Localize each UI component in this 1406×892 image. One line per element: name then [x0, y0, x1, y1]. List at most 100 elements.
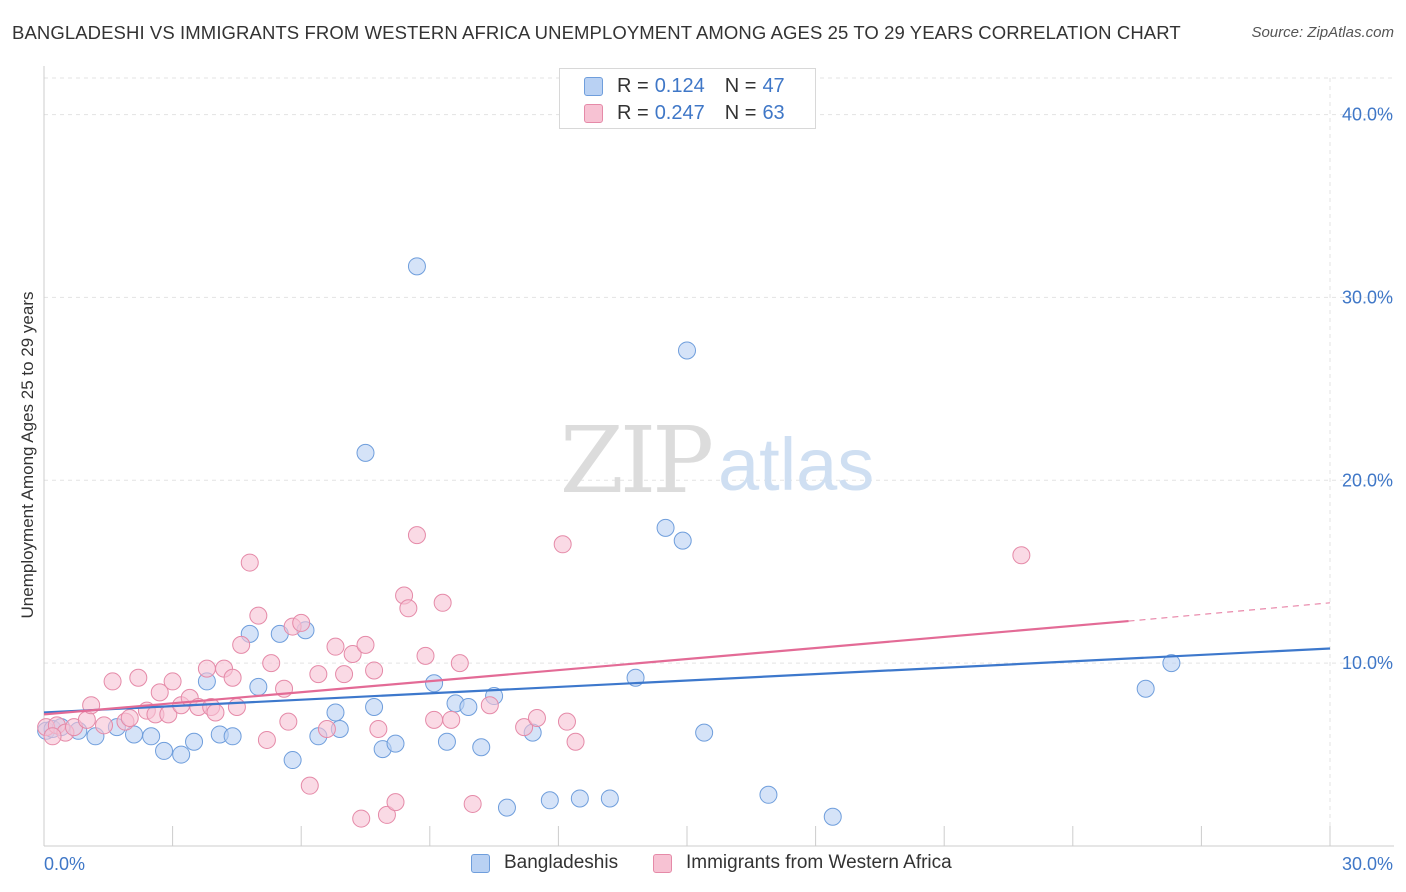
western-africa-point: [240, 553, 259, 572]
bangladeshi-point: [437, 732, 456, 751]
western-africa-point: [433, 593, 452, 612]
bangladeshi-trend-line: [43, 647, 1331, 714]
y-tick-label: 30.0%: [1342, 287, 1393, 307]
western-africa-point: [292, 613, 311, 632]
bangladeshi-point: [1136, 679, 1155, 698]
bangladeshi-point: [673, 531, 692, 550]
bangladeshi-point: [407, 257, 426, 276]
western-africa-point: [262, 654, 281, 673]
western-africa-point: [317, 719, 336, 738]
watermark: ZIP atlas: [560, 407, 874, 514]
legend-swatch-blue: [471, 853, 490, 873]
western-africa-point: [120, 709, 139, 727]
bangladeshi-point: [459, 698, 478, 717]
y-axis-label: Unemployment Among Ages 25 to 29 years: [18, 291, 37, 619]
x-tick-label: 30.0%: [1342, 854, 1393, 874]
bangladeshi-point: [656, 518, 675, 537]
legend-r-value: 0.247: [654, 101, 705, 124]
bangladeshi-point: [249, 677, 268, 696]
western-africa-point: [352, 809, 371, 828]
bangladeshi-point: [472, 738, 491, 757]
data-points: [37, 257, 1181, 828]
tick-labels: 10.0% 20.0% 30.0% 40.0% 0.0% 30.0%: [44, 105, 1393, 874]
western-africa-point: [480, 696, 499, 715]
western-africa-point: [150, 683, 169, 702]
bangladeshi-point: [540, 791, 559, 810]
western-africa-point: [356, 635, 375, 654]
western-africa-point: [386, 793, 405, 812]
bangladeshi-point: [283, 751, 302, 770]
western-africa-point: [206, 703, 225, 722]
western-africa-trend-extension: [1128, 602, 1331, 622]
western-africa-point: [416, 646, 435, 665]
western-africa-point: [227, 698, 246, 717]
legend-swatch-pink: [584, 103, 603, 123]
bangladeshi-point: [425, 674, 444, 693]
western-africa-point: [95, 716, 114, 735]
bangladeshi-point: [1162, 654, 1181, 673]
legend-item-western-africa: Immigrants from Western Africa: [653, 852, 952, 874]
legend-swatch-blue: [584, 76, 603, 96]
legend-row-western-africa: R = 0.247 N = 63: [584, 101, 785, 125]
western-africa-point: [369, 719, 388, 738]
western-africa-point: [463, 794, 482, 813]
western-africa-point: [279, 712, 298, 731]
bangladeshi-point: [365, 698, 384, 717]
bangladeshi-point: [142, 727, 161, 746]
bangladeshi-point: [386, 734, 405, 753]
western-africa-point: [43, 727, 62, 746]
legend-swatch-pink: [653, 853, 672, 873]
bangladeshi-point: [326, 703, 345, 722]
y-tick-label: 10.0%: [1342, 653, 1393, 673]
legend-label-bangladeshis: Bangladeshis: [504, 852, 619, 873]
western-africa-point: [515, 718, 534, 737]
legend-r-label: R =: [617, 74, 649, 97]
western-africa-point: [103, 672, 122, 691]
western-africa-point: [553, 535, 572, 554]
western-africa-point: [365, 661, 384, 680]
correlation-legend: R = 0.124 N = 47 R = 0.247 N = 63: [559, 68, 816, 129]
series-legend: Bangladeshis Immigrants from Western Afr…: [0, 852, 1406, 878]
western-africa-point: [335, 665, 354, 684]
bangladeshi-point: [155, 741, 174, 760]
chart-title: BANGLADESHI VS IMMIGRANTS FROM WESTERN A…: [12, 22, 1181, 43]
bangladeshi-point: [570, 789, 589, 808]
bangladeshi-point: [172, 745, 191, 764]
western-africa-point: [407, 526, 426, 545]
bangladeshi-point: [497, 798, 516, 817]
legend-n-value: 63: [762, 101, 785, 124]
western-africa-point: [223, 668, 242, 687]
y-tick-label: 20.0%: [1342, 470, 1393, 490]
legend-n-label: N =: [724, 74, 757, 97]
x-tick-label: 0.0%: [44, 854, 85, 874]
bangladeshi-point: [759, 785, 778, 804]
western-africa-point: [527, 709, 546, 727]
legend-n-value: 47: [762, 74, 785, 97]
western-africa-point: [249, 606, 268, 625]
western-africa-point: [232, 635, 251, 654]
legend-row-bangladeshis: R = 0.124 N = 47: [584, 74, 785, 98]
legend-r-value: 0.124: [654, 74, 705, 97]
western-africa-point: [129, 668, 148, 687]
bangladeshi-point: [356, 443, 375, 462]
western-africa-point: [326, 637, 345, 656]
western-africa-point: [425, 710, 444, 729]
watermark-atlas: atlas: [718, 423, 874, 506]
legend-n-label: N =: [724, 101, 757, 124]
western-africa-point: [300, 776, 319, 795]
western-africa-point: [1012, 546, 1031, 565]
y-tick-label: 40.0%: [1342, 105, 1393, 125]
western-africa-trend-line: [43, 619, 1129, 716]
bangladeshi-point: [823, 807, 842, 826]
western-africa-point: [343, 645, 362, 663]
western-africa-point: [450, 654, 469, 673]
western-africa-point: [377, 805, 396, 824]
trend-lines: [43, 602, 1331, 716]
western-africa-point: [309, 665, 328, 684]
bangladeshi-point: [185, 732, 204, 751]
watermark-zip: ZIP: [560, 407, 711, 514]
bangladeshi-point: [678, 341, 696, 360]
western-africa-point: [399, 599, 418, 618]
source-label: Source: ZipAtlas.com: [1251, 24, 1394, 41]
